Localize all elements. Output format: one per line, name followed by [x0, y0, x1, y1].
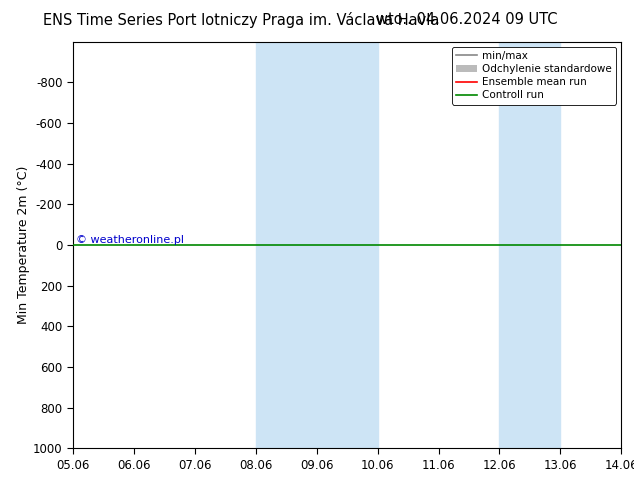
- Y-axis label: Min Temperature 2m (°C): Min Temperature 2m (°C): [17, 166, 30, 324]
- Bar: [256, 42, 378, 448]
- Text: wto.. 04.06.2024 09 UTC: wto.. 04.06.2024 09 UTC: [377, 12, 558, 27]
- Bar: [500, 42, 560, 448]
- Legend: min/max, Odchylenie standardowe, Ensemble mean run, Controll run: min/max, Odchylenie standardowe, Ensembl…: [452, 47, 616, 104]
- Text: ENS Time Series Port lotniczy Praga im. Václava Havla: ENS Time Series Port lotniczy Praga im. …: [42, 12, 439, 28]
- Text: © weatheronline.pl: © weatheronline.pl: [75, 235, 184, 245]
